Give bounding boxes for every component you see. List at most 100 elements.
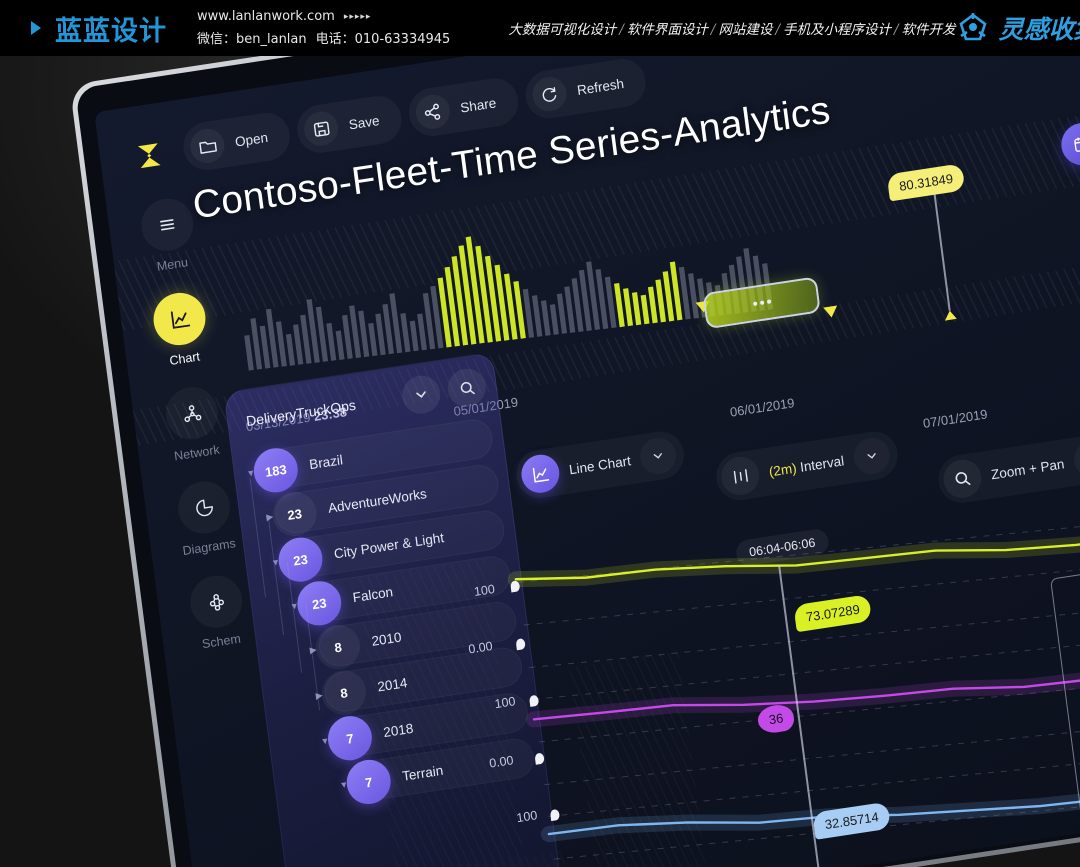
navigator-bar [382, 303, 395, 355]
open-button[interactable]: Open [180, 109, 293, 174]
share-nodes-icon [413, 92, 452, 132]
line-chart-icon [150, 289, 209, 349]
session-range-chip[interactable]: 05/05/2019 05:19 - 0 [1058, 100, 1080, 169]
refresh-button[interactable]: Refresh [522, 55, 649, 122]
save-disk-icon [302, 109, 341, 149]
navigator-bar [326, 322, 337, 361]
search-icon [941, 457, 984, 501]
tree-item-label: 2018 [382, 720, 415, 740]
refresh-icon [530, 74, 569, 114]
zoom-pan-control[interactable]: Zoom + Pan [935, 431, 1080, 507]
navigator-bar [531, 295, 543, 337]
navigator-bar [417, 313, 427, 351]
navigator-bar [285, 333, 296, 366]
interval-control[interactable]: (2m) Interval [713, 428, 901, 504]
navigator-bar [494, 264, 510, 341]
navigator-bar [342, 314, 353, 360]
tree-item-count: 8 [319, 667, 369, 718]
contact-block: www.lanlanwork.com ▸▸▸▸▸ 微信：ben_lanlan 电… [197, 9, 450, 47]
tree-item-count: 183 [251, 445, 301, 496]
navigator-bar [430, 285, 444, 349]
navigator-bar [484, 255, 502, 342]
gridline [544, 707, 1080, 786]
open-label: Open [234, 129, 269, 150]
navigator-bar [349, 305, 362, 359]
navigator-bar [623, 288, 634, 327]
chart-type-label: Line Chart [568, 452, 632, 477]
chevron-down-icon[interactable] [638, 435, 678, 476]
interval-value: (2m) [767, 460, 798, 480]
service-separator: / [619, 22, 624, 38]
collect-name: 灵感收集 [998, 15, 1080, 44]
timeline-navigator[interactable]: 03/13/2019 23:38 05/01/2019 06/01/2019 0… [219, 72, 1080, 434]
navigator-tick-2: 07/01/2019 [922, 406, 989, 431]
service-separator: / [710, 22, 716, 38]
series-line [532, 660, 1080, 721]
tree-item-label: Terrain [401, 762, 444, 784]
navigator-bar [244, 334, 254, 371]
navigator-bar [335, 330, 345, 360]
laptop-bezel: Open Save [69, 0, 1080, 867]
navigator-bar [688, 273, 699, 319]
tree-title: DeliveryTruckOps [245, 396, 357, 430]
navigator-histogram [244, 236, 774, 371]
chart-type-control[interactable]: Line Chart [513, 428, 688, 502]
navigator-bar [306, 299, 320, 363]
navigator-bar [604, 276, 617, 329]
brand-name: 蓝蓝设计 [55, 15, 167, 47]
tree-panel: DeliveryTruckOps [223, 351, 565, 867]
chevron-down-icon[interactable] [851, 436, 891, 477]
navigator-bar [678, 266, 691, 320]
chevron-down-icon[interactable] [400, 373, 443, 417]
save-button[interactable]: Save [294, 92, 405, 157]
navigator-bar [503, 273, 518, 340]
sidebar-label-menu: Menu [156, 255, 189, 274]
hamburger-icon [138, 195, 197, 255]
schema-icon [187, 572, 246, 632]
series-line [547, 783, 1080, 836]
save-label: Save [347, 112, 381, 132]
gridline [529, 590, 1080, 669]
navigator-bar [451, 255, 469, 346]
tree-item-label: Falcon [351, 583, 394, 605]
share-button[interactable]: Share [405, 75, 521, 140]
navigator-bar [444, 266, 460, 347]
tree-header: DeliveryTruckOps [236, 366, 488, 441]
laptop-device: Open Save [69, 0, 1080, 867]
navigator-marker-dot [943, 309, 957, 321]
tree-item-count: 7 [344, 756, 394, 808]
collect-logo: 灵感收集 [956, 10, 1080, 46]
sidebar-item-chart[interactable]: Chart [135, 287, 227, 372]
left-rail: Menu Chart [122, 193, 266, 677]
pie-chart-icon [174, 477, 234, 538]
interval-text: Interval [799, 452, 845, 475]
chart-plot-area[interactable]: 100 0.00 100 0.00 100 0.00 06:04-0 [468, 408, 1080, 867]
chart-control-bar: Line Chart ( [513, 340, 1080, 507]
network-nodes-icon [162, 383, 221, 443]
navigator-bar [409, 320, 419, 352]
service-item-3: 手机及小程序设计 [783, 22, 891, 38]
navigator-bar [389, 293, 403, 354]
service-item-2: 网站建设 [718, 22, 773, 38]
gridline [548, 738, 1080, 817]
service-item-4: 软件开发 [901, 22, 956, 38]
sidebar-label-schem: Schem [201, 631, 242, 652]
series-line [514, 529, 1080, 581]
sidebar-item-schem[interactable]: Schem [171, 570, 263, 655]
sidebar-item-network[interactable]: Network [147, 381, 239, 466]
navigator-bar [250, 318, 263, 370]
navigator-bar [578, 269, 592, 332]
interval-icon [719, 454, 762, 498]
search-icon[interactable] [445, 366, 488, 410]
navigator-bar [614, 282, 625, 328]
service-separator: / [775, 22, 780, 38]
gridline [554, 781, 1080, 860]
navigator-bar [437, 277, 452, 348]
inspiration-star-icon [959, 13, 987, 41]
navigator-handle-right[interactable] [823, 305, 839, 319]
sidebar-item-diagrams[interactable]: Diagrams [159, 475, 251, 560]
line-chart-icon [519, 452, 562, 496]
gridline [538, 664, 1080, 743]
navigator-bar [300, 314, 312, 364]
sidebar-item-menu[interactable]: Menu [122, 193, 214, 278]
